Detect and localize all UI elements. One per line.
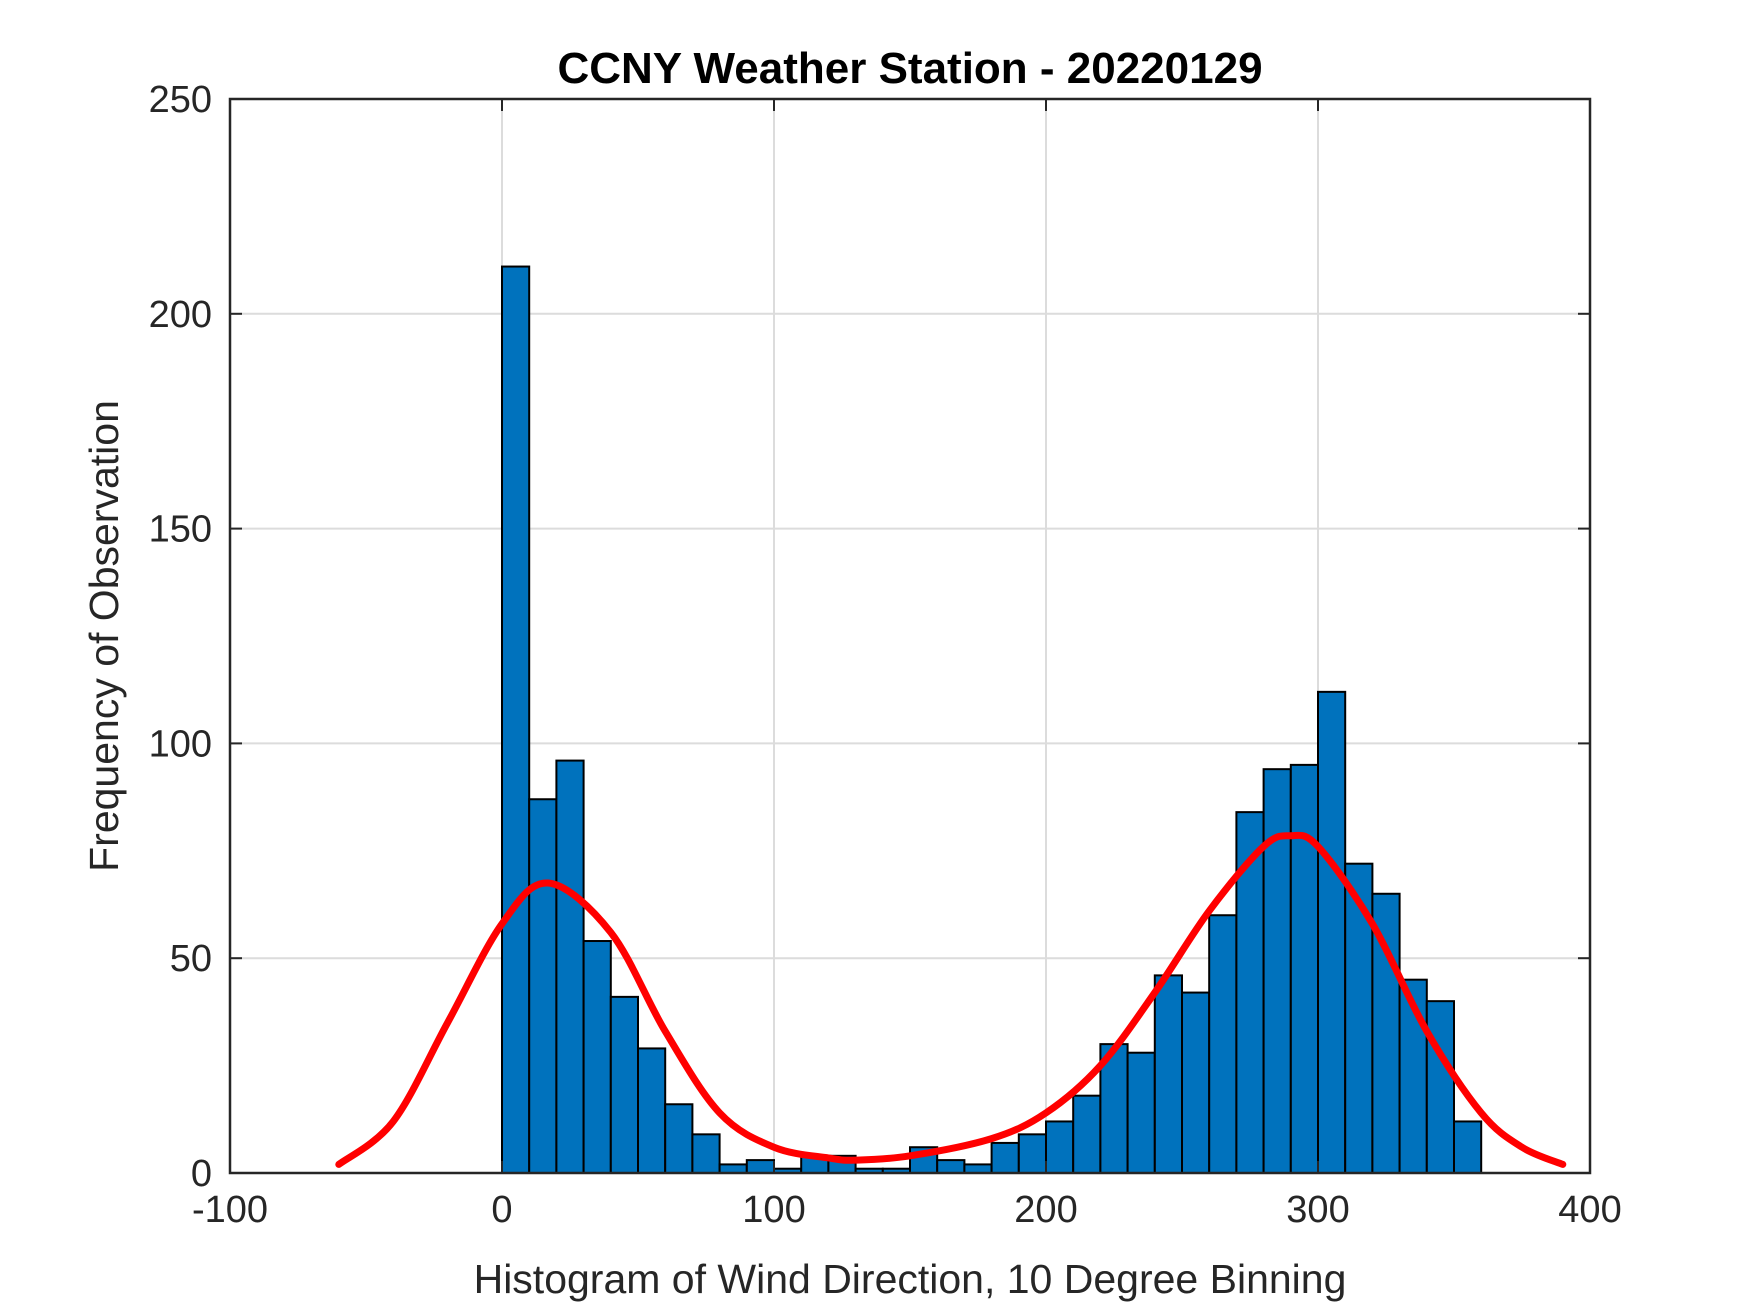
histogram-bar xyxy=(1208,914,1238,1174)
histogram-bar xyxy=(691,1133,721,1175)
histogram-bar xyxy=(718,1163,748,1174)
histogram-bar xyxy=(745,1159,775,1175)
x-tick-label: 300 xyxy=(1286,1189,1349,1231)
histogram-bar xyxy=(1153,974,1184,1174)
y-tick-label: 100 xyxy=(149,723,212,765)
y-tick-label: 150 xyxy=(149,509,212,551)
histogram-bar xyxy=(664,1103,694,1175)
histogram-bar xyxy=(1126,1051,1156,1175)
x-axis-label: Histogram of Wind Direction, 10 Degree B… xyxy=(474,1256,1347,1302)
histogram-bar xyxy=(936,1159,966,1175)
y-tick-labels: 0 50 100 150 200 250 xyxy=(149,79,212,1195)
y-axis-label: Frequency of Observation xyxy=(81,400,127,872)
axes-box xyxy=(228,97,1592,1175)
x-tick-label: 400 xyxy=(1558,1189,1621,1231)
x-tick-label: -100 xyxy=(192,1189,268,1231)
x-tick-label: 0 xyxy=(491,1189,512,1231)
histogram-bar xyxy=(1289,763,1320,1174)
histogram-bar xyxy=(1262,768,1292,1175)
histogram-bar xyxy=(555,759,585,1174)
histogram-bar xyxy=(609,995,639,1175)
fit-curve-layer xyxy=(335,831,1567,1168)
histogram-bar xyxy=(1072,1094,1102,1174)
histogram-bar xyxy=(501,265,531,1174)
x-tick-labels: -100 0 100 200 300 400 xyxy=(192,1189,1622,1231)
histogram-bar xyxy=(528,798,558,1174)
y-tick-label: 250 xyxy=(149,79,212,121)
y-tick-label: 200 xyxy=(149,294,212,336)
y-tick-label: 50 xyxy=(170,938,212,980)
histogram-bar xyxy=(963,1163,993,1174)
histogram-bar xyxy=(990,1141,1020,1174)
fit-curve xyxy=(335,831,1567,1168)
axis-ticks xyxy=(229,98,1591,1174)
histogram-bar xyxy=(637,1047,667,1175)
chart-title: CCNY Weather Station - 20220129 xyxy=(557,44,1262,93)
histogram-bar xyxy=(1317,690,1347,1175)
histogram-bar xyxy=(1181,991,1211,1174)
x-tick-label: 100 xyxy=(742,1189,805,1231)
y-tick-label: 0 xyxy=(191,1153,212,1195)
histogram-bar xyxy=(1045,1120,1075,1174)
histogram-bar xyxy=(1017,1133,1047,1175)
histogram-bar xyxy=(1453,1120,1483,1174)
histogram-bar xyxy=(1344,862,1374,1174)
histogram-bar xyxy=(582,940,612,1174)
x-tick-label: 200 xyxy=(1014,1189,1077,1231)
histogram-bar xyxy=(1425,1000,1456,1174)
